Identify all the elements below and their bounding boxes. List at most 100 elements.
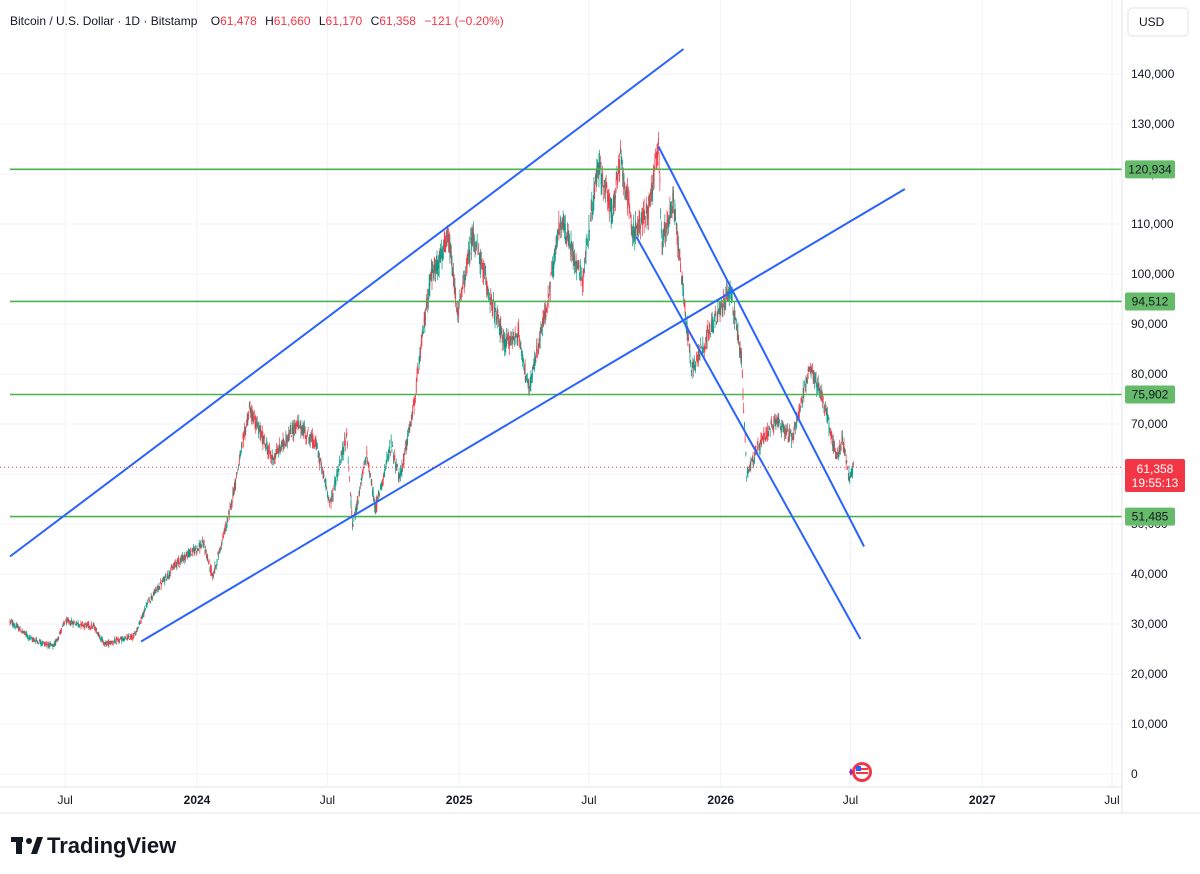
candle [675, 208, 677, 222]
trend-line[interactable] [657, 146, 865, 547]
candle [448, 228, 449, 253]
candle [273, 452, 275, 465]
open-label: O [211, 14, 220, 28]
candle [160, 578, 161, 585]
candle [63, 620, 65, 626]
candle [415, 377, 417, 394]
candle [339, 458, 341, 466]
candle [362, 469, 363, 479]
candle [226, 516, 228, 528]
candle [253, 409, 255, 421]
candle [308, 436, 310, 445]
candle [526, 373, 527, 382]
candle [254, 416, 256, 430]
candle [342, 441, 343, 461]
candle [439, 247, 441, 263]
candle [795, 422, 797, 428]
candle [378, 489, 380, 497]
candle [103, 641, 105, 646]
trend-line[interactable] [635, 236, 862, 640]
candle [261, 429, 262, 438]
candle [11, 618, 12, 623]
candle [251, 406, 253, 422]
candle [281, 439, 283, 448]
candle [335, 476, 337, 486]
candle [505, 338, 507, 356]
candle [273, 457, 275, 466]
candle [812, 363, 813, 375]
candle [486, 281, 488, 296]
candle [216, 558, 218, 566]
candle [32, 636, 34, 643]
candle [213, 568, 215, 575]
candle [430, 258, 432, 282]
candle [167, 575, 169, 580]
candle [625, 185, 627, 201]
candle [33, 638, 35, 643]
candle [219, 547, 221, 554]
candle [147, 597, 149, 601]
candle [594, 181, 596, 200]
candle [199, 542, 201, 554]
candle [317, 450, 319, 458]
candle [622, 167, 624, 196]
candle [533, 358, 535, 370]
candle [410, 414, 412, 427]
candle [488, 292, 490, 300]
candle [417, 362, 419, 375]
candle [597, 162, 599, 179]
candle [16, 621, 17, 628]
candle [47, 643, 49, 650]
candle [307, 426, 309, 432]
x-tick-label: Jul [1104, 793, 1119, 807]
candle [832, 434, 834, 454]
candle [117, 636, 119, 642]
candle [23, 630, 25, 635]
candle [663, 221, 665, 237]
candle [62, 622, 64, 627]
candle [592, 195, 594, 216]
candle [129, 633, 131, 640]
candle [54, 639, 56, 647]
candle [31, 636, 32, 639]
candle [541, 317, 543, 337]
trend-line[interactable] [9, 48, 685, 558]
candle [673, 186, 674, 214]
trend-line[interactable] [140, 188, 906, 643]
us-event-icon[interactable] [849, 762, 872, 782]
candle [429, 274, 431, 296]
candle [228, 509, 229, 515]
candle [104, 641, 105, 647]
candle [701, 345, 702, 349]
candle [693, 359, 694, 377]
candle [475, 242, 477, 255]
candle [364, 457, 366, 465]
candle [385, 459, 387, 470]
candle [10, 620, 12, 624]
candle [210, 564, 212, 577]
close-value: 61,358 [379, 14, 416, 28]
candle [522, 354, 524, 363]
currency-label: USD [1139, 15, 1165, 29]
candle [471, 227, 472, 261]
candle [828, 416, 830, 437]
candle [54, 640, 55, 647]
tradingview-logo[interactable]: TradingView [11, 833, 177, 858]
candle [294, 422, 296, 434]
candle [134, 630, 136, 635]
candle [245, 426, 247, 436]
low-value: 61,170 [326, 14, 363, 28]
candle [510, 330, 512, 347]
candle [397, 472, 399, 483]
currency-button[interactable]: USD [1127, 7, 1189, 37]
candle [180, 554, 182, 563]
candle [79, 624, 81, 626]
candle [428, 288, 429, 310]
time-axis[interactable]: Jul 2024 Jul 2025 Jul 2026 Jul 2027 Jul [57, 793, 1119, 807]
candle [39, 639, 41, 645]
candle [418, 356, 420, 370]
candle [120, 636, 122, 641]
candle [253, 411, 255, 424]
candle [733, 310, 735, 325]
